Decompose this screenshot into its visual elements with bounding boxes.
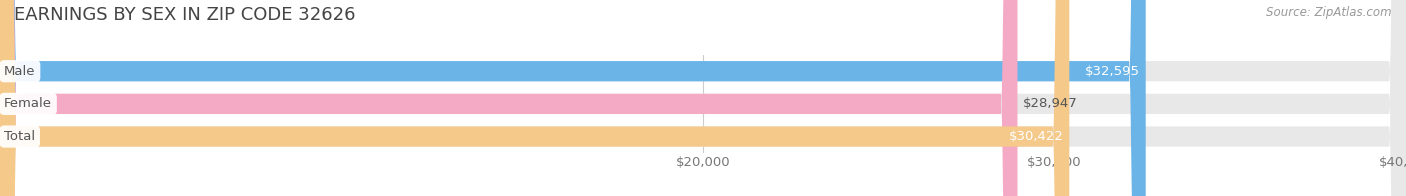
Text: Female: Female <box>4 97 52 110</box>
Text: $32,595: $32,595 <box>1085 65 1140 78</box>
FancyBboxPatch shape <box>0 0 1146 196</box>
Text: EARNINGS BY SEX IN ZIP CODE 32626: EARNINGS BY SEX IN ZIP CODE 32626 <box>14 6 356 24</box>
Text: Male: Male <box>4 65 35 78</box>
FancyBboxPatch shape <box>0 0 1070 196</box>
Text: Total: Total <box>4 130 35 143</box>
Text: Source: ZipAtlas.com: Source: ZipAtlas.com <box>1267 6 1392 19</box>
Text: $30,422: $30,422 <box>1010 130 1064 143</box>
Text: $28,947: $28,947 <box>1024 97 1078 110</box>
FancyBboxPatch shape <box>0 0 1018 196</box>
